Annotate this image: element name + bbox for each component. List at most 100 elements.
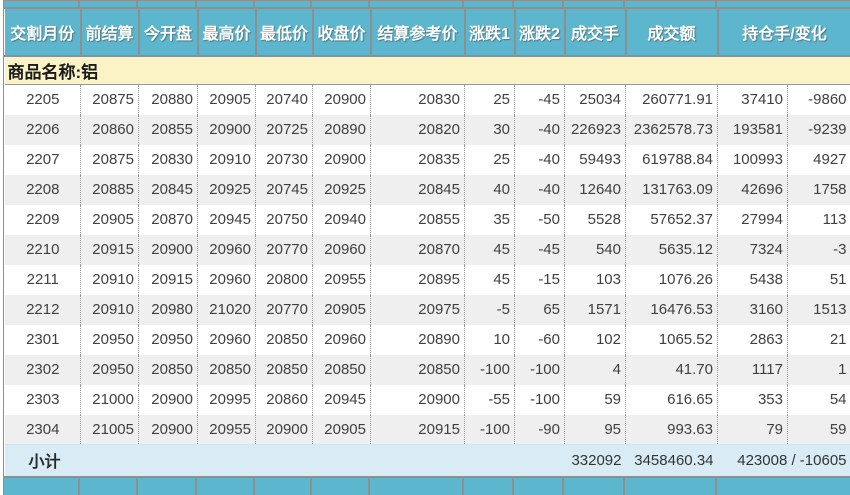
- cell-open-interest: 7324: [717, 234, 788, 265]
- cell-high: 20960: [197, 324, 256, 355]
- cell-change1: 10: [464, 324, 515, 355]
- col-header-prev-settlement: 前结算: [80, 9, 140, 57]
- cell-prev-settlement: 20950: [80, 354, 139, 385]
- cell-oi-change: 51: [787, 264, 850, 295]
- cell-turnover: 260771.91: [625, 84, 718, 115]
- quote-row-2211: 2211 20910 20915 20960 20800 20955 20895 45 -15 1…: [4, 264, 850, 295]
- cell-turnover: 616.65: [625, 384, 718, 415]
- col-header-low: 最低价: [255, 9, 314, 57]
- cell-open-interest: 100993: [717, 144, 788, 175]
- cell-prev-settlement: 20885: [80, 174, 139, 205]
- cell-oi-change: 59: [787, 414, 850, 445]
- cell-high: 20955: [197, 414, 256, 445]
- cell-open-interest: 42696: [717, 174, 788, 205]
- cell-change1: -5: [464, 294, 515, 325]
- cell-close: 20955: [312, 264, 371, 295]
- subtotal-spacer: [80, 444, 565, 476]
- cell-low: 20725: [255, 114, 313, 145]
- cell-low: 20850: [255, 354, 313, 385]
- cell-close: 20945: [312, 384, 371, 415]
- cell-change1: 25: [464, 144, 515, 175]
- cell-close: 20925: [312, 174, 371, 205]
- cell-change1: -100: [464, 354, 515, 385]
- col-header-close: 收盘价: [312, 9, 372, 57]
- cell-settlement-ref: 20890: [370, 324, 465, 355]
- cell-open-interest: 2863: [717, 324, 788, 355]
- cell-change2: -45: [514, 84, 565, 115]
- cell-low: 20850: [255, 324, 313, 355]
- cell-open: 20830: [138, 144, 198, 175]
- sliver-cell: [255, 1, 312, 7]
- cell-high: 20905: [197, 84, 256, 115]
- cell-turnover: 619788.84: [625, 144, 718, 175]
- cell-change1: 45: [464, 234, 515, 265]
- cell-settlement-ref: 20835: [370, 144, 465, 175]
- sliver-cell: [564, 477, 625, 495]
- quote-row-2302: 2302 20950 20850 20850 20850 20850 20850 -100 -1…: [4, 354, 850, 385]
- cell-prev-settlement: 20875: [80, 144, 139, 175]
- cell-oi-change: -9860: [787, 84, 850, 115]
- col-header-change1: 涨跌1: [464, 9, 516, 57]
- cell-turnover: 1065.52: [625, 324, 718, 355]
- cell-open-interest: 5438: [717, 264, 788, 295]
- cell-open: 20880: [138, 84, 198, 115]
- cell-close: 20900: [312, 144, 371, 175]
- sliver-cell: [370, 1, 464, 7]
- cell-oi-change: 1: [787, 354, 850, 385]
- cell-open-interest: 27994: [717, 204, 788, 235]
- commodity-name-row: 商品名称:铝: [4, 56, 850, 85]
- cell-change2: 65: [514, 294, 565, 325]
- sliver-cell: [197, 1, 255, 7]
- cell-oi-change: 4927: [787, 144, 850, 175]
- cell-change2: -40: [514, 174, 565, 205]
- cell-open: 20915: [138, 264, 198, 295]
- cell-high: 20925: [197, 174, 256, 205]
- sliver-cell: [514, 477, 564, 495]
- quote-row-2208: 2208 20885 20845 20925 20745 20925 20845 40 -40 1…: [4, 174, 850, 205]
- cell-change2: -40: [514, 144, 565, 175]
- cell-volume: 25034: [564, 84, 626, 115]
- cell-prev-settlement: 21000: [80, 384, 139, 415]
- cell-volume: 540: [564, 234, 626, 265]
- quote-row-2210: 2210 20915 20900 20960 20770 20960 20870 45 -45 5…: [4, 234, 850, 265]
- col-header-delivery-month: 交割月份: [4, 9, 82, 57]
- cell-change2: -40: [514, 114, 565, 145]
- cell-turnover: 2362578.73: [625, 114, 718, 145]
- sliver-cell: [717, 477, 850, 495]
- col-header-open-interest-change: 持仓手/变化: [716, 9, 850, 57]
- sliver-cell: [464, 1, 514, 7]
- cell-oi-change: -3: [787, 234, 850, 265]
- col-header-volume: 成交手: [564, 9, 627, 57]
- cell-turnover: 41.70: [625, 354, 718, 385]
- cell-volume: 102: [564, 324, 626, 355]
- cell-open-interest: 3160: [717, 294, 788, 325]
- subtotal-volume: 332092: [564, 444, 626, 476]
- cell-change1: 40: [464, 174, 515, 205]
- cell-prev-settlement: 20910: [80, 264, 139, 295]
- cell-delivery-month: 2209: [4, 204, 81, 235]
- cell-close: 20960: [312, 324, 371, 355]
- col-header-settlement-ref: 结算参考价: [370, 9, 466, 57]
- cell-settlement-ref: 20870: [370, 234, 465, 265]
- cell-oi-change: 1513: [787, 294, 850, 325]
- cell-delivery-month: 2211: [4, 264, 81, 295]
- sliver-cell: [717, 1, 850, 7]
- commodity-name-label: 商品名称:铝: [4, 56, 850, 85]
- cell-prev-settlement: 20905: [80, 204, 139, 235]
- cell-high: 21020: [197, 294, 256, 325]
- sliver-cell: [564, 1, 625, 7]
- cell-change2: -50: [514, 204, 565, 235]
- cell-oi-change: 1758: [787, 174, 850, 205]
- quote-row-2303: 2303 21000 20900 20995 20860 20945 20900 -55 -10…: [4, 384, 850, 415]
- cell-prev-settlement: 20915: [80, 234, 139, 265]
- cell-high: 20945: [197, 204, 256, 235]
- cell-open: 20900: [138, 384, 198, 415]
- cell-delivery-month: 2212: [4, 294, 81, 325]
- cell-low: 20860: [255, 384, 313, 415]
- cell-low: 20745: [255, 174, 313, 205]
- cell-volume: 5528: [564, 204, 626, 235]
- cell-settlement-ref: 20850: [370, 354, 465, 385]
- cell-open: 20900: [138, 234, 198, 265]
- sliver-cell: [255, 477, 312, 495]
- cell-close: 20960: [312, 234, 371, 265]
